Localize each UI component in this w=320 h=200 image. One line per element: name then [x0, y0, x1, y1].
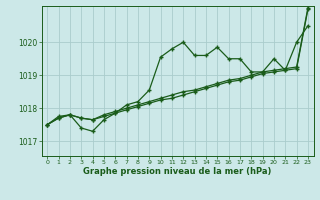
X-axis label: Graphe pression niveau de la mer (hPa): Graphe pression niveau de la mer (hPa) — [84, 167, 272, 176]
